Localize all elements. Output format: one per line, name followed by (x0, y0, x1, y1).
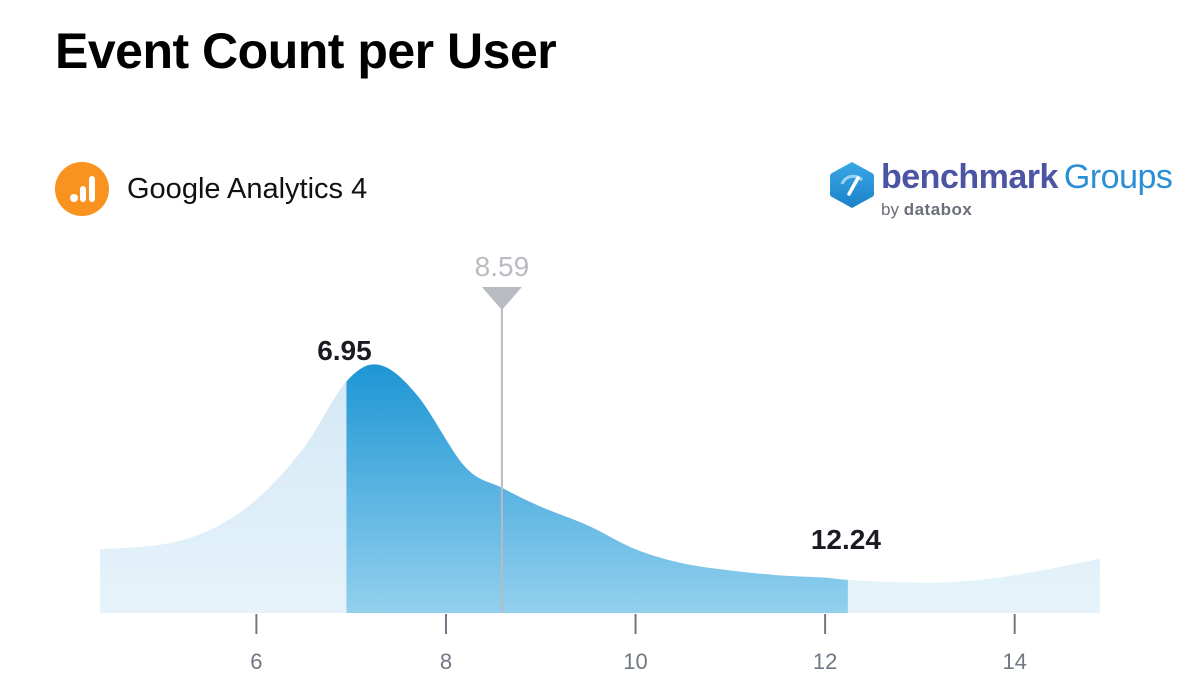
google-analytics-icon (55, 162, 109, 216)
brand-suffix: Groups (1063, 158, 1173, 196)
median-label: 8.59 (475, 251, 530, 282)
data-source: Google Analytics 4 (55, 162, 367, 216)
low-range-label: 6.95 (317, 335, 372, 366)
x-axis: 6 8 10 12 14 (250, 614, 1027, 674)
high-range-label: 12.24 (811, 524, 881, 555)
x-axis-tick-label: 12 (813, 649, 837, 674)
source-label: Google Analytics 4 (127, 172, 368, 205)
distribution-curve-highlight (346, 364, 848, 613)
brand-name: benchmark (881, 158, 1058, 196)
brand-by: by (881, 200, 899, 219)
x-axis-tick-label: 8 (440, 649, 452, 674)
brand-company: databox (903, 200, 973, 219)
brand-logo: benchmark Groups by databox (828, 158, 1173, 228)
x-axis-tick-label: 6 (250, 649, 262, 674)
benchmark-hexagon-icon (830, 162, 874, 208)
x-axis-tick-label: 14 (1002, 649, 1026, 674)
median-marker-icon (481, 287, 522, 310)
x-axis-tick-label: 10 (623, 649, 647, 674)
page-title: Event Count per User (55, 23, 557, 79)
